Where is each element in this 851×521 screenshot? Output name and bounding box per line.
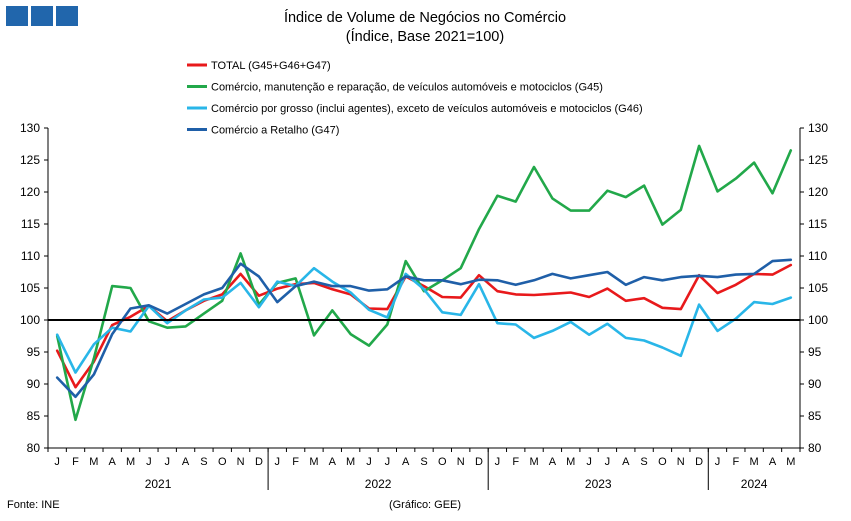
x-tick-label: M xyxy=(566,456,575,468)
x-tick-label: J xyxy=(586,456,592,468)
y-tick-label-right: 115 xyxy=(808,217,827,231)
logo-square-1 xyxy=(6,6,28,26)
y-tick-label-right: 125 xyxy=(808,153,828,167)
x-tick-label: M xyxy=(89,456,98,468)
x-tick-label: J xyxy=(164,456,170,468)
legend-label-2: Comércio, manutenção e reparação, de veí… xyxy=(211,82,603,94)
x-tick-label: J xyxy=(495,456,501,468)
x-tick-label: N xyxy=(457,456,465,468)
y-tick-label-left: 110 xyxy=(21,249,40,263)
y-tick-label-left: 100 xyxy=(20,313,40,327)
x-tick-label: M xyxy=(126,456,135,468)
x-tick-label: J xyxy=(54,456,60,468)
y-tick-label-left: 120 xyxy=(20,185,40,199)
y-tick-label-right: 90 xyxy=(808,377,822,391)
x-tick-label: A xyxy=(549,456,557,468)
x-tick-label: N xyxy=(677,456,685,468)
year-label: 2023 xyxy=(585,477,612,491)
y-tick-label-left: 95 xyxy=(27,345,41,359)
x-tick-label: J xyxy=(275,456,281,468)
x-tick-label: M xyxy=(309,456,318,468)
source-note: Fonte: INE xyxy=(7,499,60,511)
x-tick-label: O xyxy=(658,456,667,468)
x-tick-label: O xyxy=(218,456,227,468)
x-tick-label: A xyxy=(402,456,410,468)
x-tick-label: N xyxy=(237,456,245,468)
y-tick-label-right: 110 xyxy=(808,249,827,263)
y-tick-label-left: 130 xyxy=(20,121,40,135)
y-tick-label-left: 105 xyxy=(20,281,40,295)
y-tick-label-right: 85 xyxy=(808,409,822,423)
y-tick-label-right: 100 xyxy=(808,313,828,327)
logo-square-2 xyxy=(31,6,53,26)
x-tick-label: M xyxy=(529,456,538,468)
x-tick-label: D xyxy=(255,456,263,468)
y-tick-label-left: 85 xyxy=(27,409,41,423)
y-tick-label-right: 130 xyxy=(808,121,828,135)
x-tick-label: D xyxy=(695,456,703,468)
series-line-2 xyxy=(55,144,793,422)
x-tick-label: F xyxy=(72,456,79,468)
x-tick-label: M xyxy=(346,456,355,468)
x-tick-label: M xyxy=(750,456,759,468)
x-tick-label: A xyxy=(182,456,190,468)
series-line-4 xyxy=(55,258,793,399)
series-line-3 xyxy=(55,266,793,374)
logo-square-3 xyxy=(56,6,78,26)
x-tick-label: O xyxy=(438,456,447,468)
y-tick-label-right: 120 xyxy=(808,185,828,199)
legend: TOTAL (G45+G46+G47) Comércio, manutenção … xyxy=(187,60,643,137)
x-tick-label: J xyxy=(146,456,152,468)
x-tick-label: J xyxy=(605,456,611,468)
chart-subtitle: (Índice, Base 2021=100) xyxy=(346,28,504,45)
legend-label-3: Comércio por grosso (inclui agentes), ex… xyxy=(211,103,643,115)
y-tick-label-left: 90 xyxy=(27,377,41,391)
legend-label-1: TOTAL (G45+G46+G47) xyxy=(211,60,331,72)
x-tick-label: S xyxy=(200,456,207,468)
x-tick-label: D xyxy=(475,456,483,468)
y-tick-label-right: 95 xyxy=(808,345,822,359)
x-tick-label: A xyxy=(769,456,777,468)
y-tick-label-right: 105 xyxy=(808,281,828,295)
year-label: 2024 xyxy=(741,477,768,491)
x-tick-label: F xyxy=(292,456,299,468)
y-tick-label-left: 80 xyxy=(27,441,41,455)
x-tick-label: J xyxy=(385,456,391,468)
y-tick-label-left: 125 xyxy=(20,153,40,167)
chart-title: Índice de Volume de Negócios no Comércio xyxy=(284,9,566,26)
y-tick-label-right: 80 xyxy=(808,441,822,455)
year-label: 2022 xyxy=(365,477,392,491)
x-tick-label: S xyxy=(420,456,427,468)
x-tick-label: S xyxy=(640,456,647,468)
x-tick-label: M xyxy=(786,456,795,468)
x-tick-label: J xyxy=(715,456,721,468)
plot-area: 80 80 85 85 90 90 95 95 100 100 105 105 110 110 115 115… xyxy=(20,121,828,491)
x-tick-label: A xyxy=(622,456,630,468)
legend-label-4: Comércio a Retalho (G47) xyxy=(211,125,339,137)
x-tick-label: A xyxy=(109,456,117,468)
x-tick-label: A xyxy=(329,456,337,468)
y-tick-label-left: 115 xyxy=(21,217,40,231)
series-line-1 xyxy=(55,263,793,389)
year-label: 2021 xyxy=(145,477,172,491)
credit-note: (Gráfico: GEE) xyxy=(389,499,461,511)
x-tick-label: J xyxy=(366,456,372,468)
x-tick-label: F xyxy=(512,456,519,468)
logo xyxy=(6,6,78,26)
x-tick-label: F xyxy=(732,456,739,468)
